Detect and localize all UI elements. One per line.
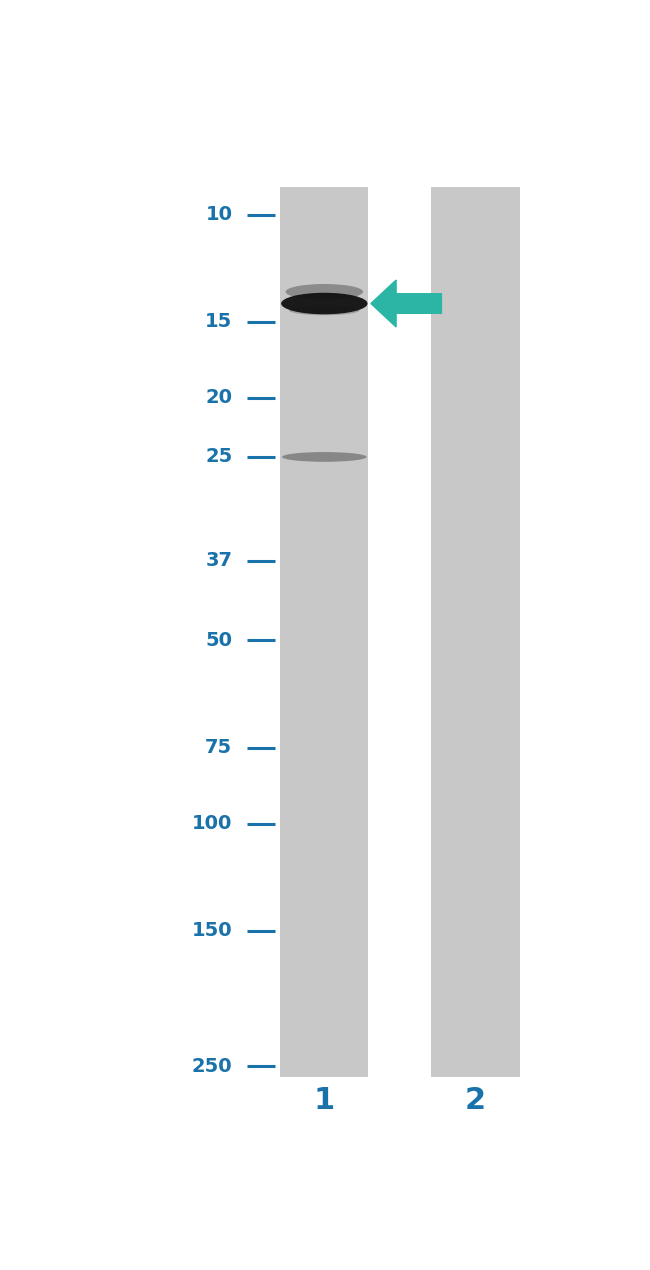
- Text: 10: 10: [205, 204, 233, 224]
- Text: 1: 1: [314, 1086, 335, 1115]
- Text: 100: 100: [192, 814, 233, 833]
- Ellipse shape: [282, 452, 367, 462]
- Ellipse shape: [289, 306, 359, 315]
- Text: 25: 25: [205, 447, 233, 466]
- Ellipse shape: [285, 284, 363, 300]
- FancyArrow shape: [371, 281, 441, 326]
- Text: 15: 15: [205, 312, 233, 331]
- Text: 20: 20: [205, 389, 233, 408]
- Bar: [280, 187, 369, 1077]
- Bar: [432, 187, 519, 1077]
- Text: 75: 75: [205, 738, 233, 757]
- Text: 2: 2: [465, 1086, 486, 1115]
- Text: 37: 37: [205, 551, 233, 570]
- Ellipse shape: [281, 293, 367, 314]
- Text: 50: 50: [205, 631, 233, 650]
- Text: 250: 250: [192, 1057, 233, 1076]
- Text: 150: 150: [192, 922, 233, 941]
